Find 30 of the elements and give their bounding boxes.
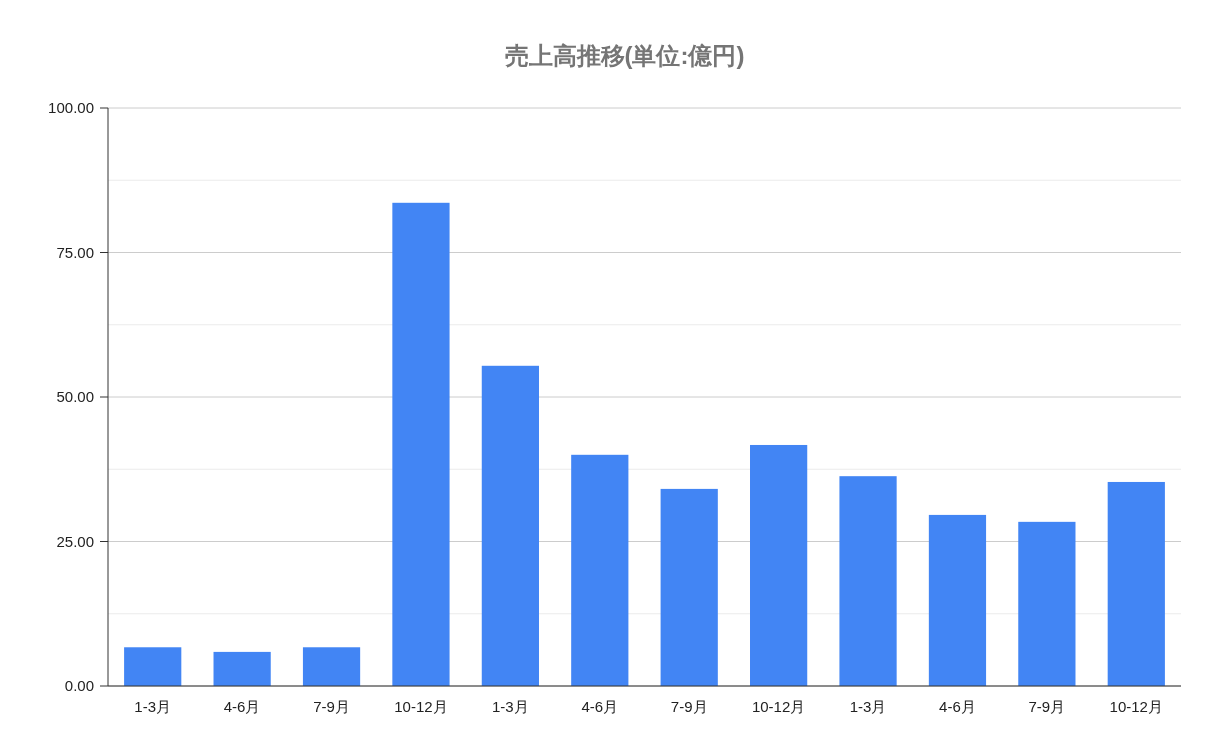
y-tick-label: 0.00	[64, 677, 94, 694]
bar	[1107, 481, 1165, 686]
chart-title: 売上高推移(単位:億円)	[504, 42, 745, 69]
x-tick-label: 7-9月	[313, 698, 350, 715]
y-tick-label: 100.00	[48, 99, 94, 116]
bar	[750, 444, 808, 686]
x-tick-label: 7-9月	[1028, 698, 1066, 715]
x-tick-label: 4-6月	[223, 698, 261, 715]
x-tick-label: 1-3月	[134, 698, 172, 715]
bar	[213, 651, 271, 686]
bar	[481, 365, 539, 686]
bar	[124, 647, 182, 686]
y-tick-label: 25.00	[56, 532, 94, 550]
bar	[392, 202, 450, 686]
bar	[302, 647, 361, 686]
bar	[839, 476, 897, 686]
bar	[928, 514, 987, 686]
bar	[660, 488, 718, 686]
bar	[571, 454, 629, 686]
x-tick-label: 10-12月	[1109, 698, 1163, 715]
x-tick-label: 4-6月	[939, 698, 976, 715]
x-tick-label: 7-9月	[670, 698, 708, 715]
y-tick-label: 75.00	[56, 243, 94, 261]
x-tick-label: 10-12月	[751, 698, 806, 715]
x-tick-label: 10-12月	[394, 698, 448, 715]
x-tick-label: 4-6月	[581, 698, 619, 715]
x-tick-label: 1-3月	[492, 698, 529, 715]
bar	[1018, 521, 1076, 686]
x-tick-label: 1-3月	[849, 698, 887, 715]
y-tick-label: 50.00	[56, 388, 94, 405]
